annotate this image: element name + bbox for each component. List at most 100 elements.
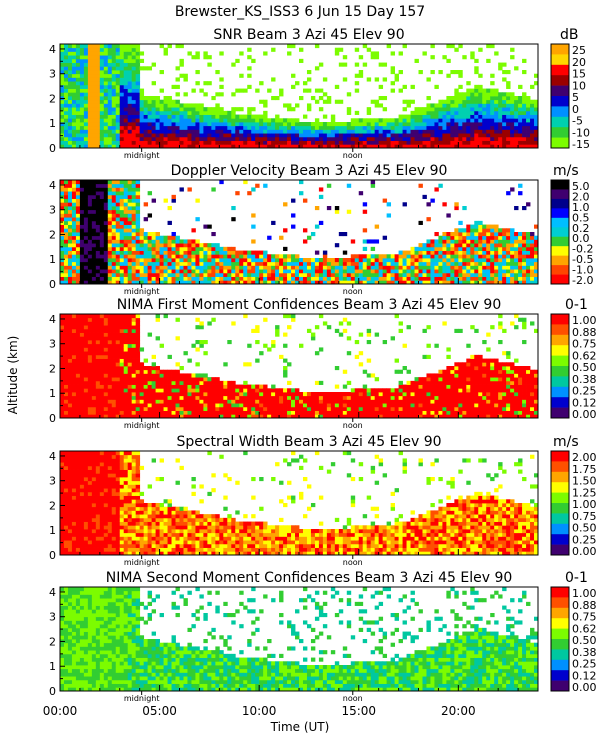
heatmap-cell bbox=[318, 261, 324, 266]
heatmap-cell bbox=[95, 403, 101, 408]
heatmap-cell bbox=[75, 354, 81, 359]
heatmap-cell bbox=[167, 122, 172, 127]
heatmap-cell bbox=[414, 140, 419, 145]
heatmap-cell bbox=[314, 399, 320, 404]
heatmap-cell bbox=[119, 399, 125, 404]
heatmap-cell bbox=[506, 191, 511, 196]
heatmap-cell bbox=[83, 254, 89, 259]
heatmap-cell bbox=[111, 343, 117, 348]
heatmap-cell bbox=[71, 276, 77, 281]
heatmap-cell bbox=[378, 276, 384, 281]
heatmap-cell bbox=[203, 243, 208, 248]
heatmap-cell bbox=[95, 228, 101, 233]
heatmap-cell bbox=[402, 272, 407, 277]
heatmap-cell bbox=[103, 194, 109, 199]
heatmap-cell bbox=[526, 122, 531, 127]
heatmap-cell bbox=[107, 403, 113, 408]
heatmap-cell bbox=[83, 88, 89, 93]
heatmap-cell bbox=[135, 254, 141, 259]
heatmap-cell bbox=[179, 58, 184, 63]
heatmap-cell bbox=[179, 239, 184, 244]
heatmap-cell bbox=[67, 369, 73, 374]
heatmap-cell bbox=[510, 110, 515, 115]
heatmap-cell bbox=[302, 129, 308, 134]
heatmap-cell bbox=[310, 392, 316, 397]
heatmap-cell bbox=[231, 114, 236, 119]
heatmap-cell bbox=[187, 254, 192, 259]
heatmap-cell bbox=[107, 362, 113, 367]
heatmap-cell bbox=[314, 403, 320, 408]
heatmap-cell bbox=[279, 395, 284, 400]
heatmap-cell bbox=[63, 373, 69, 378]
heatmap-cell bbox=[131, 246, 137, 251]
heatmap-cell bbox=[167, 373, 172, 378]
heatmap-cell bbox=[346, 122, 352, 127]
colorbar-label: -5 bbox=[572, 115, 583, 128]
heatmap-cell bbox=[482, 250, 487, 255]
heatmap-cell bbox=[75, 336, 81, 341]
heatmap-cell bbox=[306, 133, 312, 138]
heatmap-cell bbox=[67, 99, 73, 104]
heatmap-cell bbox=[394, 265, 399, 270]
heatmap-cell bbox=[434, 239, 439, 244]
heatmap-cell bbox=[159, 384, 164, 389]
heatmap-cell bbox=[99, 250, 105, 255]
heatmap-cell bbox=[71, 220, 77, 225]
heatmap-cell bbox=[295, 133, 300, 138]
heatmap-cell bbox=[119, 280, 125, 285]
heatmap-cell bbox=[123, 84, 129, 89]
heatmap-cell bbox=[63, 332, 69, 337]
heatmap-cell bbox=[75, 250, 81, 255]
colorbar-label: 25 bbox=[572, 44, 586, 57]
heatmap-cell bbox=[75, 261, 81, 266]
heatmap-cell bbox=[322, 114, 328, 119]
heatmap-cell bbox=[318, 122, 324, 127]
heatmap-cell bbox=[462, 125, 467, 130]
heatmap-cell bbox=[350, 272, 356, 277]
heatmap-cell bbox=[310, 136, 316, 141]
heatmap-cell bbox=[183, 399, 188, 404]
heatmap-cell bbox=[279, 235, 284, 240]
heatmap-cell bbox=[211, 125, 216, 130]
heatmap-cell bbox=[83, 380, 89, 385]
heatmap-cell bbox=[442, 232, 447, 237]
heatmap-cell bbox=[91, 258, 97, 263]
heatmap-cell bbox=[83, 73, 89, 78]
heatmap-cell bbox=[358, 140, 364, 145]
heatmap-cell bbox=[147, 114, 153, 119]
heatmap-cell bbox=[83, 62, 89, 67]
heatmap-cell bbox=[71, 180, 77, 185]
heatmap-cell bbox=[103, 110, 109, 115]
heatmap-cell bbox=[279, 392, 284, 397]
heatmap-cell bbox=[243, 414, 248, 419]
heatmap-cell bbox=[478, 258, 483, 263]
heatmap-cell bbox=[99, 114, 105, 119]
heatmap-cell bbox=[63, 81, 69, 86]
heatmap-cell bbox=[103, 140, 109, 145]
heatmap-cell bbox=[438, 118, 443, 123]
heatmap-cell bbox=[63, 96, 69, 101]
heatmap-cell bbox=[103, 107, 109, 112]
heatmap-cell bbox=[510, 232, 515, 237]
heatmap-cell bbox=[111, 243, 117, 248]
heatmap-cell bbox=[151, 122, 156, 127]
heatmap-cell bbox=[163, 373, 168, 378]
heatmap-cell bbox=[95, 265, 101, 270]
heatmap-cell bbox=[458, 254, 463, 259]
heatmap-cell bbox=[378, 261, 384, 266]
heatmap-cell bbox=[103, 366, 109, 371]
heatmap-cell bbox=[482, 235, 487, 240]
heatmap-cell bbox=[526, 202, 531, 207]
heatmap-cell bbox=[159, 276, 164, 281]
heatmap-cell bbox=[119, 129, 125, 134]
heatmap-cell bbox=[143, 66, 149, 71]
heatmap-cell bbox=[127, 250, 133, 255]
heatmap-cell bbox=[159, 343, 164, 348]
heatmap-cell bbox=[259, 351, 264, 356]
heatmap-cell bbox=[251, 384, 256, 389]
heatmap-cell bbox=[374, 118, 380, 123]
heatmap-cell bbox=[60, 198, 65, 203]
heatmap-cell bbox=[334, 269, 340, 274]
heatmap-cell bbox=[147, 403, 153, 408]
heatmap-cell bbox=[235, 114, 240, 119]
